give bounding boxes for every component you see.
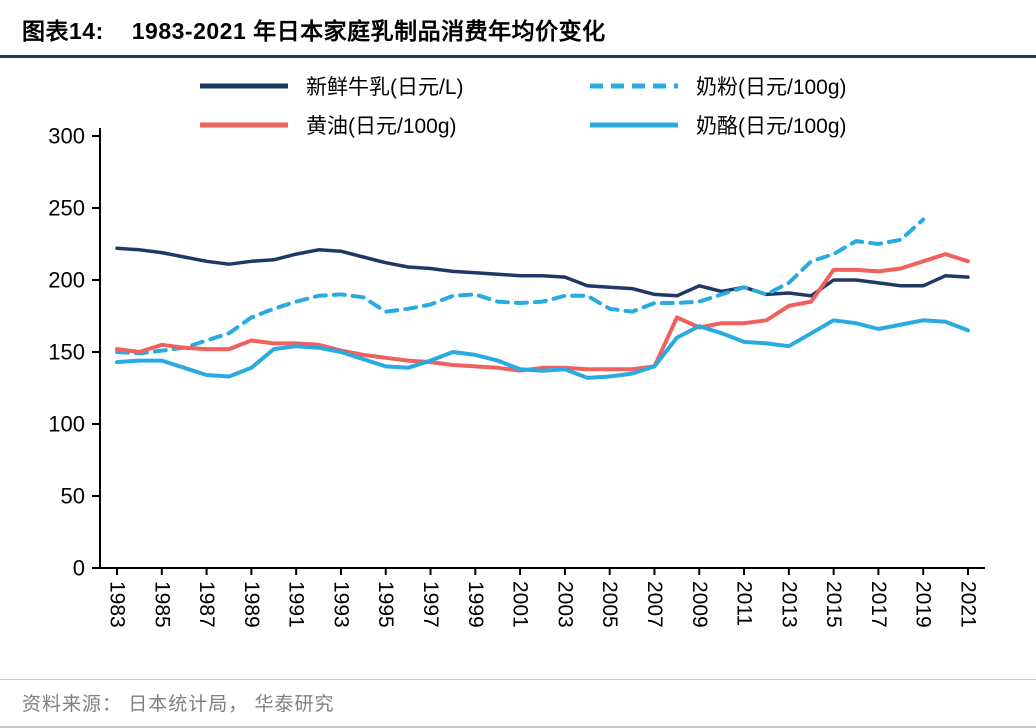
chart-header: 图表14: 1983-2021 年日本家庭乳制品消费年均价变化 (0, 0, 1036, 58)
x-axis-label: 1989 (240, 581, 263, 628)
page-title: 1983-2021 年日本家庭乳制品消费年均价变化 (131, 18, 606, 44)
x-axis-label: 2011 (733, 581, 756, 626)
y-axis-label: 0 (73, 556, 85, 581)
x-axis-label: 2001 (509, 581, 532, 628)
source-note: 资料来源： 日本统计局， 华泰研究 (0, 679, 1036, 728)
chart-legend: 新鲜牛乳(日元/L) 奶粉(日元/100g) 黄油(日元/100g) 奶酪(日元/10… (198, 71, 978, 140)
series-line-cheese (115, 318, 970, 380)
x-axis-label: 2003 (553, 581, 576, 628)
series-line-fresh-milk (115, 246, 970, 298)
x-axis-label: 2015 (822, 581, 845, 628)
x-axis-label: 1999 (464, 581, 487, 628)
x-axis-label: 1995 (374, 581, 397, 628)
x-axis-label: 1991 (285, 581, 308, 628)
x-axis-label: 2013 (777, 581, 800, 628)
series-line-butter (115, 252, 970, 373)
legend-label-cheese: 奶酪(日元/100g) (696, 115, 847, 138)
x-axis-label: 2019 (912, 581, 935, 628)
y-axis-label: 300 (48, 124, 85, 149)
legend-swatch-butter (200, 122, 288, 128)
legend-swatch-milk-powder (590, 83, 678, 89)
x-axis-label: 1985 (150, 581, 173, 628)
source-text: 资料来源： 日本统计局， 华泰研究 (22, 694, 335, 715)
chart-number: 图表14: (22, 18, 104, 44)
x-axis-label: 1987 (195, 581, 218, 628)
x-axis-label: 2017 (867, 581, 890, 628)
legend-item-milk-powder: 奶粉(日元/100g) (588, 71, 978, 101)
legend-item-fresh-milk: 新鲜牛乳(日元/L) (198, 71, 588, 101)
price-chart: 0 50 100 150 200 250 300 1983 1985 1987 1989 1991 19… (48, 124, 985, 628)
y-axis-label: 250 (48, 196, 85, 221)
legend-label-milk-powder: 奶粉(日元/100g) (696, 76, 847, 99)
legend-label-butter: 黄油(日元/100g) (306, 115, 457, 138)
x-axis-label: 2005 (598, 581, 621, 628)
y-axis-label: 100 (48, 412, 85, 437)
series-line-milk-powder (115, 217, 926, 356)
x-axis-label: 2007 (643, 581, 666, 628)
x-axis-label: 2009 (688, 581, 711, 628)
x-axis-label: 1983 (106, 581, 129, 628)
legend-label-fresh-milk: 新鲜牛乳(日元/L) (306, 76, 464, 99)
y-axis-label: 50 (61, 484, 85, 509)
legend-swatch-cheese (590, 122, 678, 128)
x-axis-label: 1997 (419, 581, 442, 628)
axes (99, 128, 985, 569)
legend-item-butter: 黄油(日元/100g) (198, 110, 588, 140)
legend-item-cheese: 奶酪(日元/100g) (588, 110, 978, 140)
legend-swatch-fresh-milk (200, 83, 288, 89)
y-axis-label: 200 (48, 268, 85, 293)
x-axis-label: 1993 (329, 581, 352, 628)
x-axis-label: 2021 (957, 581, 980, 628)
y-axis-label: 150 (48, 340, 85, 365)
